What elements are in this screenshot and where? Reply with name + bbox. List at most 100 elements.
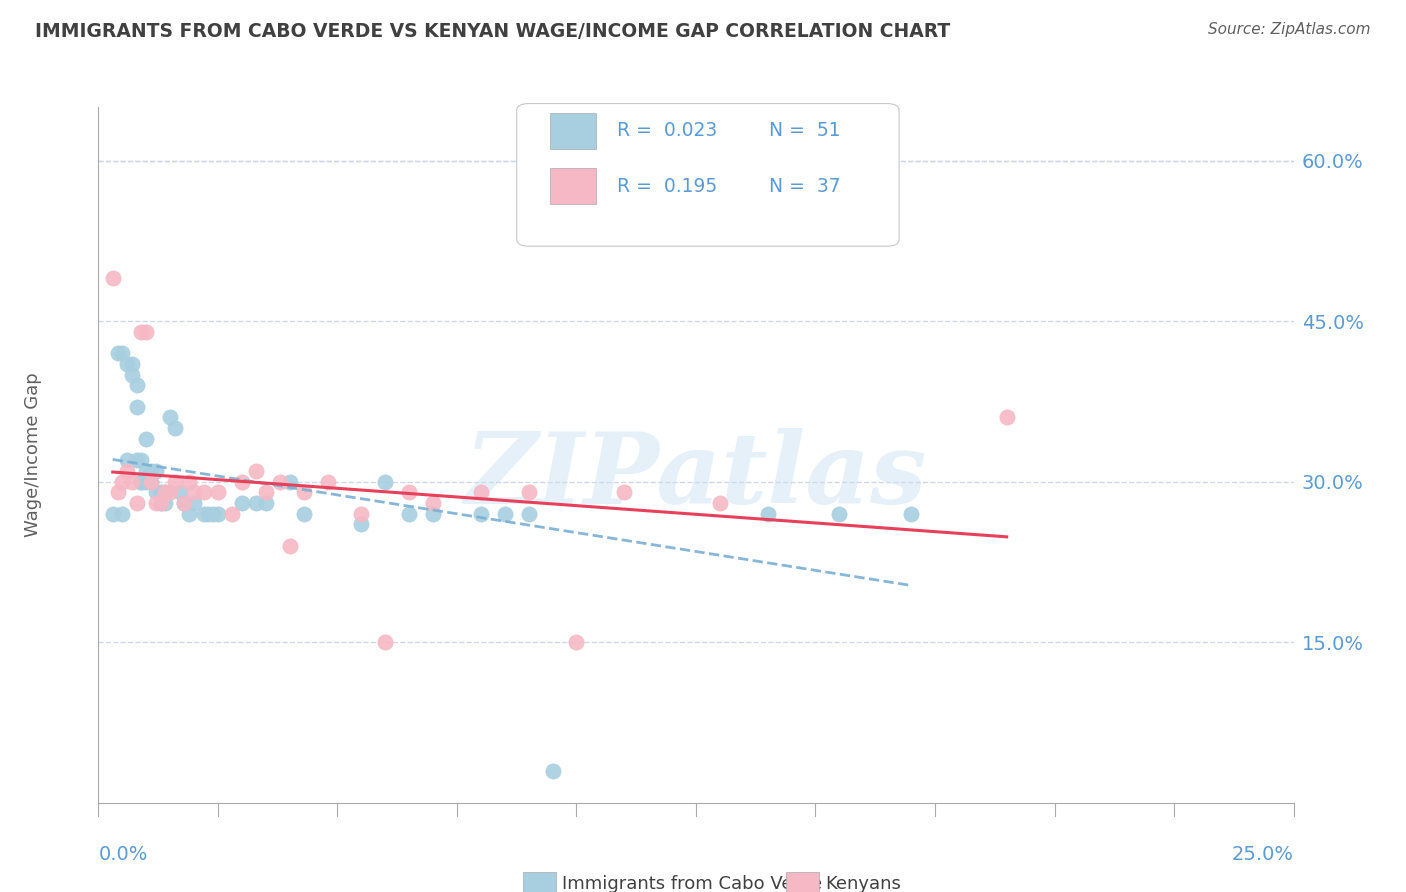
Point: [254, 496, 277, 510]
Point: [517, 485, 540, 500]
Point: [159, 410, 181, 425]
Text: 0.0%: 0.0%: [98, 845, 148, 863]
Point: [173, 496, 195, 510]
Point: [398, 485, 420, 500]
Point: [193, 507, 215, 521]
Point: [121, 357, 143, 371]
Point: [470, 485, 492, 500]
Point: [269, 475, 291, 489]
Point: [197, 507, 219, 521]
Point: [828, 507, 851, 521]
Point: [101, 507, 124, 521]
Point: [494, 507, 516, 521]
Point: [145, 464, 167, 478]
Point: [107, 485, 129, 500]
Text: Immigrants from Cabo Verde: Immigrants from Cabo Verde: [562, 875, 823, 892]
Point: [149, 496, 172, 510]
Point: [202, 507, 225, 521]
Point: [111, 475, 134, 489]
Text: N =  51: N = 51: [769, 121, 841, 140]
Point: [163, 421, 186, 435]
Point: [709, 496, 731, 510]
Point: [139, 475, 162, 489]
Point: [179, 507, 201, 521]
Point: [131, 325, 153, 339]
Point: [517, 507, 540, 521]
Point: [139, 475, 162, 489]
Point: [155, 485, 177, 500]
FancyBboxPatch shape: [517, 103, 900, 246]
FancyBboxPatch shape: [550, 112, 596, 149]
Point: [292, 507, 315, 521]
Point: [470, 507, 492, 521]
Point: [254, 485, 277, 500]
Text: Source: ZipAtlas.com: Source: ZipAtlas.com: [1208, 22, 1371, 37]
Point: [135, 464, 157, 478]
Point: [231, 475, 253, 489]
Point: [422, 507, 444, 521]
Point: [115, 464, 138, 478]
Point: [207, 485, 229, 500]
Point: [183, 485, 205, 500]
FancyBboxPatch shape: [523, 871, 557, 892]
Point: [135, 432, 157, 446]
Point: [756, 507, 779, 521]
Text: 25.0%: 25.0%: [1232, 845, 1294, 863]
Text: Kenyans: Kenyans: [825, 875, 901, 892]
Text: N =  37: N = 37: [769, 177, 841, 196]
Point: [125, 400, 148, 414]
Point: [111, 346, 134, 360]
Point: [245, 496, 267, 510]
Point: [115, 357, 138, 371]
Point: [374, 635, 396, 649]
Text: R =  0.195: R = 0.195: [617, 177, 717, 196]
Text: IMMIGRANTS FROM CABO VERDE VS KENYAN WAGE/INCOME GAP CORRELATION CHART: IMMIGRANTS FROM CABO VERDE VS KENYAN WAG…: [35, 22, 950, 41]
Point: [278, 475, 301, 489]
Point: [149, 496, 172, 510]
Text: ZIPatlas: ZIPatlas: [465, 427, 927, 524]
Point: [115, 453, 138, 467]
Point: [995, 410, 1018, 425]
Point: [422, 496, 444, 510]
Point: [149, 485, 172, 500]
Point: [101, 271, 124, 285]
Point: [155, 496, 177, 510]
Point: [350, 517, 373, 532]
Point: [121, 368, 143, 382]
Point: [350, 507, 373, 521]
Point: [111, 507, 134, 521]
Point: [121, 475, 143, 489]
Point: [155, 485, 177, 500]
Point: [541, 764, 564, 778]
Text: R =  0.023: R = 0.023: [617, 121, 717, 140]
Point: [107, 346, 129, 360]
Point: [900, 507, 922, 521]
FancyBboxPatch shape: [550, 169, 596, 204]
Point: [316, 475, 339, 489]
Point: [169, 485, 191, 500]
Point: [613, 485, 636, 500]
Point: [135, 475, 157, 489]
Text: Wage/Income Gap: Wage/Income Gap: [24, 373, 42, 537]
Point: [565, 635, 588, 649]
Point: [131, 475, 153, 489]
Point: [135, 325, 157, 339]
Point: [131, 475, 153, 489]
Point: [183, 496, 205, 510]
Point: [207, 507, 229, 521]
Point: [159, 485, 181, 500]
Point: [231, 496, 253, 510]
Point: [145, 496, 167, 510]
Point: [374, 475, 396, 489]
Point: [145, 485, 167, 500]
Point: [221, 507, 243, 521]
FancyBboxPatch shape: [786, 871, 820, 892]
Point: [193, 485, 215, 500]
Point: [131, 453, 153, 467]
Point: [398, 507, 420, 521]
Point: [278, 539, 301, 553]
Point: [245, 464, 267, 478]
Point: [125, 496, 148, 510]
Point: [292, 485, 315, 500]
Point: [163, 475, 186, 489]
